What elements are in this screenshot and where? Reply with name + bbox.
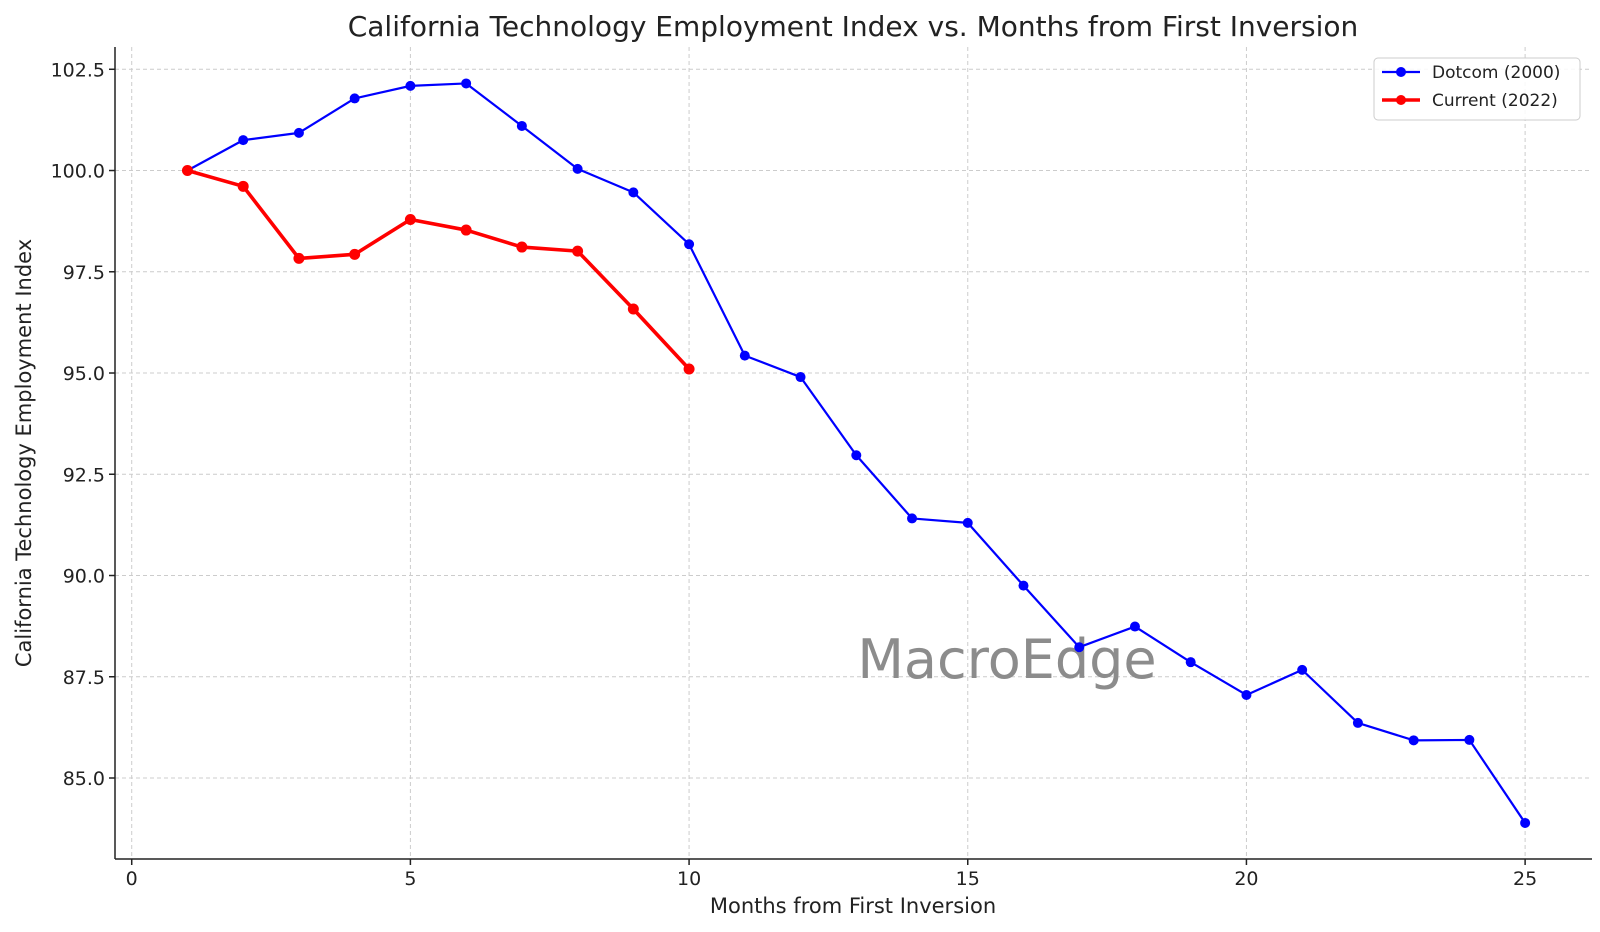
data-point-current-2022: [237, 180, 249, 192]
y-tick-label: 97.5: [63, 262, 105, 284]
watermark-layer: MacroEdge: [857, 628, 1156, 691]
series-line-current-2022: [185, 168, 691, 371]
data-point-dotcom-2000: [795, 372, 806, 383]
data-point-dotcom-2000: [293, 127, 304, 138]
data-point-dotcom-2000: [405, 80, 416, 91]
series-current-2022: [181, 165, 695, 375]
x-tick-label: 15: [956, 868, 980, 890]
data-point-dotcom-2000: [739, 350, 750, 361]
data-point-dotcom-2000: [907, 513, 918, 524]
x-tick-label: 10: [677, 868, 701, 890]
legend-item-current-2022: Current (2022): [1382, 91, 1558, 111]
y-tick-label: 95.0: [63, 363, 105, 385]
legend: Dotcom (2000) Current (2022): [1373, 57, 1581, 121]
data-point-current-2022: [516, 241, 528, 253]
data-point-dotcom-2000: [572, 163, 583, 174]
data-point-current-2022: [293, 252, 305, 264]
legend-swatch-marker: [1396, 95, 1406, 105]
x-axis-label: Months from First Inversion: [710, 894, 996, 918]
data-point-dotcom-2000: [1129, 621, 1140, 632]
data-point-current-2022: [572, 245, 584, 257]
data-point-dotcom-2000: [962, 517, 973, 528]
data-point-dotcom-2000: [1185, 657, 1196, 668]
legend-label: Dotcom (2000): [1432, 63, 1560, 83]
axes: [114, 47, 1592, 860]
y-tick-label: 92.5: [63, 464, 105, 486]
data-point-dotcom-2000: [1520, 817, 1531, 828]
y-tick-label: 85.0: [63, 768, 105, 790]
y-axis-label: California Technology Employment Index: [12, 239, 36, 667]
x-tick-label: 25: [1513, 868, 1537, 890]
data-point-current-2022: [349, 248, 361, 260]
data-point-dotcom-2000: [851, 450, 862, 461]
y-tick-label: 87.5: [63, 667, 105, 689]
data-point-dotcom-2000: [461, 78, 472, 89]
legend-item-dotcom-2000: Dotcom (2000): [1382, 63, 1560, 83]
data-point-dotcom-2000: [238, 135, 249, 146]
watermark-text: MacroEdge: [857, 628, 1156, 691]
y-tick-label: 102.5: [51, 59, 105, 81]
x-tick-label: 20: [1234, 868, 1258, 890]
data-point-dotcom-2000: [1074, 642, 1085, 653]
data-point-dotcom-2000: [1464, 734, 1475, 745]
legend-box: [1373, 57, 1581, 121]
y-tick-label: 90.0: [63, 566, 105, 588]
data-point-current-2022: [181, 165, 193, 177]
x-tick-label: 0: [126, 868, 138, 890]
data-point-dotcom-2000: [1241, 689, 1252, 700]
data-point-dotcom-2000: [1408, 735, 1419, 746]
data-point-dotcom-2000: [1297, 664, 1308, 675]
x-tick-label: 5: [404, 868, 416, 890]
data-point-dotcom-2000: [684, 239, 695, 250]
data-point-current-2022: [683, 363, 695, 375]
y-tick-label: 100.0: [51, 161, 105, 183]
data-point-dotcom-2000: [349, 93, 360, 104]
data-point-current-2022: [404, 214, 416, 226]
chart-title: California Technology Employment Index v…: [348, 10, 1359, 43]
legend-label: Current (2022): [1432, 91, 1558, 111]
series-dotcom-2000: [182, 78, 1531, 828]
grid: [115, 47, 1592, 859]
data-point-current-2022: [627, 303, 639, 315]
x-ticks: 0 5 10 15 20 25: [126, 859, 1537, 890]
legend-swatch-marker: [1396, 67, 1406, 77]
data-point-dotcom-2000: [628, 187, 639, 198]
data-point-dotcom-2000: [1018, 580, 1029, 591]
data-point-dotcom-2000: [1352, 717, 1363, 728]
series-layer: [181, 78, 1531, 828]
data-point-dotcom-2000: [516, 120, 527, 131]
data-point-current-2022: [460, 224, 472, 236]
y-ticks: 85.0 87.5 90.0 92.5 95.0 97.5 100.0 102.5: [51, 59, 115, 790]
